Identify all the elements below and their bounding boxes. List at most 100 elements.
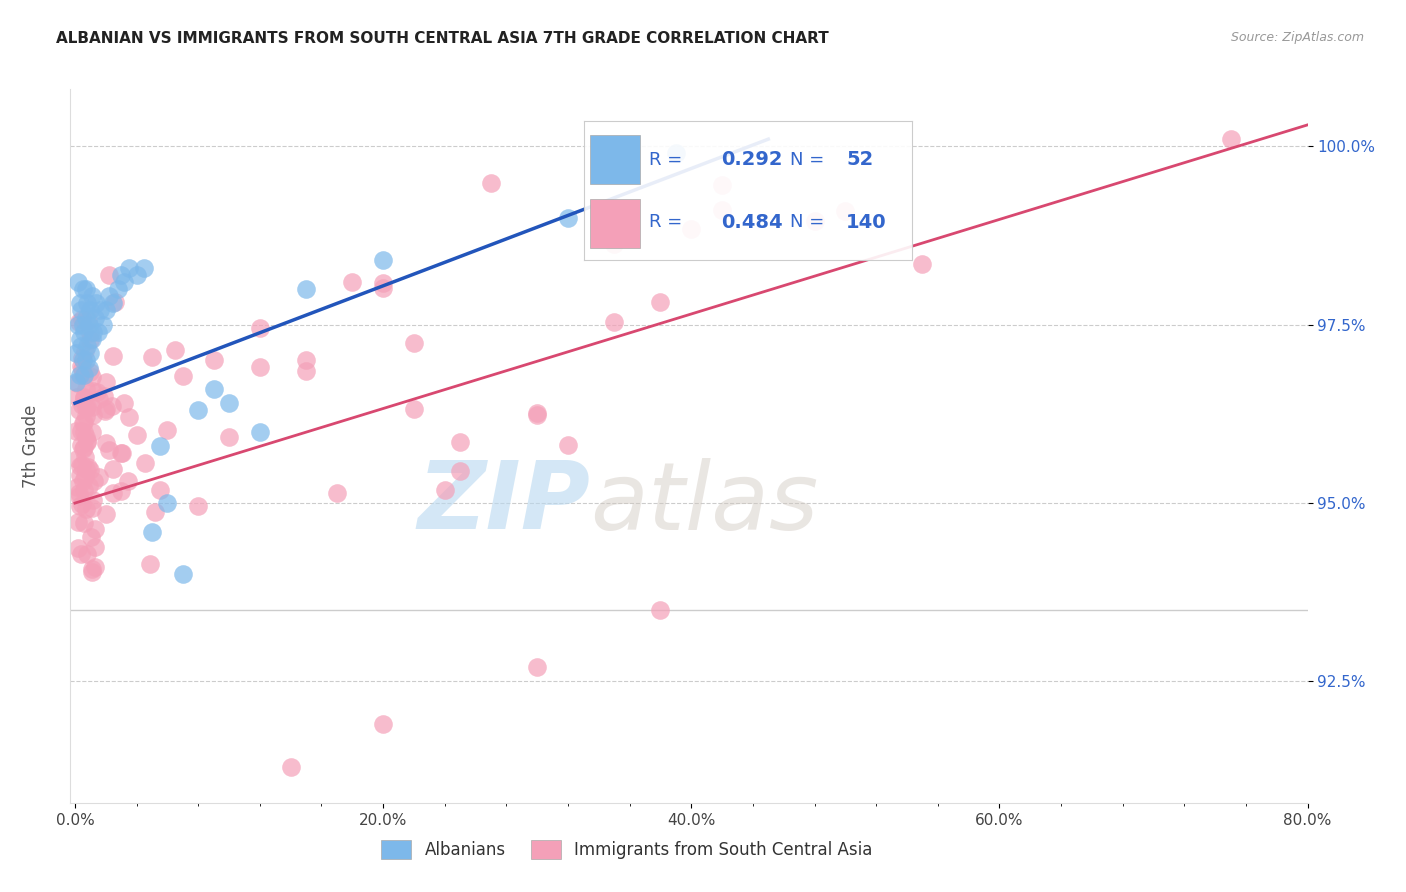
Point (80, 332, 103, 346)
Point (141, 524, 163, 539)
Point (75, 382, 97, 396)
Point (110, 268, 132, 282)
Point (94, 435, 117, 450)
Point (79, 365, 101, 379)
Point (66, 452, 89, 467)
Point (70, 339, 93, 353)
Point (69, 468, 91, 483)
Point (75, 310, 97, 325)
Point (103, 486, 125, 500)
Point (834, 203, 856, 218)
Point (86, 296, 108, 310)
Point (711, 178, 734, 192)
Point (80, 565, 103, 579)
Point (70, 547, 93, 561)
Point (187, 500, 209, 514)
Point (94, 303, 117, 318)
Point (76, 401, 98, 415)
Point (82, 384, 104, 398)
Text: ALBANIAN VS IMMIGRANTS FROM SOUTH CENTRAL ASIA 7TH GRADE CORRELATION CHART: ALBANIAN VS IMMIGRANTS FROM SOUTH CENTRA… (56, 31, 830, 46)
Point (72, 353, 94, 368)
Point (76, 313, 98, 327)
Point (67, 485, 90, 500)
Point (66, 390, 89, 404)
Text: ZIP: ZIP (418, 457, 591, 549)
Point (249, 425, 271, 439)
Point (479, 176, 502, 190)
Point (84, 560, 107, 574)
Point (82, 425, 104, 439)
Point (66, 318, 89, 332)
Point (70, 312, 93, 326)
Point (76, 434, 98, 449)
Point (72, 417, 94, 431)
Point (75, 409, 97, 424)
Point (82, 408, 104, 422)
Point (249, 360, 271, 375)
Text: 7th Grade: 7th Grade (22, 404, 39, 488)
Point (70, 458, 93, 472)
Point (66, 275, 89, 289)
Point (77, 360, 100, 375)
Point (86, 385, 108, 400)
Point (70, 497, 93, 511)
Point (77, 318, 100, 332)
Point (101, 399, 124, 413)
Point (65, 346, 87, 360)
Point (89, 303, 111, 318)
Point (118, 260, 141, 275)
Point (73, 450, 96, 465)
Point (80, 500, 103, 515)
Point (75, 282, 97, 296)
Point (73, 325, 96, 339)
Point (112, 275, 135, 289)
Point (93, 389, 115, 403)
Point (72, 282, 94, 296)
Point (371, 717, 394, 731)
Point (67, 489, 90, 503)
Point (82, 562, 104, 576)
Point (172, 567, 194, 582)
Point (103, 462, 125, 476)
Point (73, 469, 96, 483)
Point (202, 382, 225, 396)
Point (93, 404, 115, 418)
Point (342, 275, 364, 289)
Point (69, 368, 91, 382)
Point (149, 439, 172, 453)
Point (80, 289, 103, 303)
Point (72, 390, 94, 404)
Point (66, 515, 89, 529)
Point (117, 474, 139, 488)
Point (803, 214, 825, 228)
Point (134, 456, 156, 470)
Point (70, 359, 93, 374)
Point (118, 410, 141, 425)
Point (70, 424, 93, 438)
Point (79, 303, 101, 318)
Point (665, 146, 688, 161)
Point (449, 464, 471, 478)
Point (72, 442, 94, 457)
Point (98, 268, 121, 282)
Point (103, 296, 125, 310)
Point (650, 294, 672, 309)
Point (165, 343, 187, 357)
Point (69, 500, 91, 514)
Point (557, 438, 579, 452)
Point (371, 253, 394, 268)
Point (69, 438, 91, 452)
Point (98, 443, 121, 458)
Point (69, 332, 91, 346)
Point (681, 222, 703, 236)
Point (557, 211, 579, 225)
Point (156, 423, 179, 437)
Point (76, 547, 98, 561)
Point (73, 483, 96, 497)
Point (76, 339, 98, 353)
Point (67, 403, 90, 417)
Point (433, 483, 456, 497)
Point (66, 480, 89, 494)
Point (72, 368, 94, 382)
Point (66, 376, 89, 391)
